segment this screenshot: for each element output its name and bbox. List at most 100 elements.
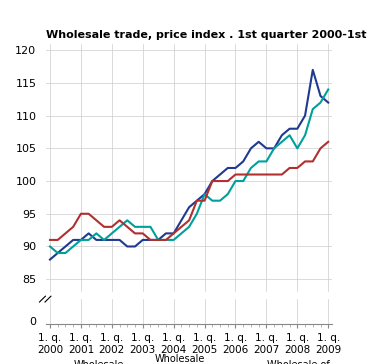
Line: Wholesale
trade, total: Wholesale trade, total <box>50 70 328 260</box>
Wholesale
of food, bever-
ages and tobacco <box>48 244 52 249</box>
Wholesale of
household goods <box>311 159 315 163</box>
Wholesale
trade, total <box>210 179 214 183</box>
Wholesale
trade, total <box>187 205 192 209</box>
Wholesale
of food, bever-
ages and tobacco <box>148 225 153 229</box>
Wholesale of
household goods <box>63 231 68 236</box>
Wholesale of
household goods <box>156 238 161 242</box>
Wholesale
of food, bever-
ages and tobacco <box>280 140 284 144</box>
Wholesale
trade, total <box>179 218 184 222</box>
Wholesale
of food, bever-
ages and tobacco <box>117 225 122 229</box>
Wholesale
of food, bever-
ages and tobacco <box>233 179 238 183</box>
Wholesale of
household goods <box>125 225 130 229</box>
Wholesale of
household goods <box>187 218 192 222</box>
Wholesale
trade, total <box>117 238 122 242</box>
Wholesale
of food, bever-
ages and tobacco <box>133 225 137 229</box>
Wholesale of
household goods <box>164 238 168 242</box>
Wholesale
of food, bever-
ages and tobacco <box>241 179 245 183</box>
Wholesale
of food, bever-
ages and tobacco <box>187 225 192 229</box>
Wholesale of
household goods <box>249 172 253 177</box>
Wholesale
of food, bever-
ages and tobacco <box>210 198 214 203</box>
Wholesale
of food, bever-
ages and tobacco <box>202 192 207 196</box>
Legend: Wholesale
trade, total, Wholesale
of food, bever-
ages and tobacco, Wholesale of: Wholesale trade, total, Wholesale of foo… <box>51 350 354 364</box>
Wholesale of
household goods <box>141 231 145 236</box>
Wholesale of
household goods <box>210 179 214 183</box>
Wholesale of
household goods <box>264 172 269 177</box>
Wholesale of
household goods <box>241 172 245 177</box>
Wholesale
trade, total <box>172 231 176 236</box>
Wholesale
of food, bever-
ages and tobacco <box>94 231 99 236</box>
Wholesale of
household goods <box>326 140 331 144</box>
Wholesale of
household goods <box>102 225 106 229</box>
Wholesale of
household goods <box>256 172 261 177</box>
Wholesale
trade, total <box>256 140 261 144</box>
Wholesale
trade, total <box>86 231 91 236</box>
Wholesale
trade, total <box>225 166 230 170</box>
Wholesale of
household goods <box>318 146 323 151</box>
Wholesale of
household goods <box>202 198 207 203</box>
Wholesale of
household goods <box>86 211 91 216</box>
Wholesale
of food, bever-
ages and tobacco <box>225 192 230 196</box>
Wholesale of
household goods <box>303 159 307 163</box>
Wholesale
trade, total <box>318 94 323 98</box>
Wholesale
of food, bever-
ages and tobacco <box>249 166 253 170</box>
Wholesale
of food, bever-
ages and tobacco <box>125 218 130 222</box>
Wholesale
of food, bever-
ages and tobacco <box>303 133 307 138</box>
Wholesale of
household goods <box>94 218 99 222</box>
Text: Wholesale trade, price index . 1st quarter 2000-1st quarter 2009: Wholesale trade, price index . 1st quart… <box>46 30 369 40</box>
Wholesale
trade, total <box>194 198 199 203</box>
Wholesale
trade, total <box>264 146 269 151</box>
Wholesale
trade, total <box>311 68 315 72</box>
Wholesale of
household goods <box>233 172 238 177</box>
Wholesale
trade, total <box>141 238 145 242</box>
Wholesale
of food, bever-
ages and tobacco <box>318 100 323 105</box>
Wholesale
trade, total <box>125 244 130 249</box>
Wholesale of
household goods <box>280 172 284 177</box>
Wholesale
of food, bever-
ages and tobacco <box>71 244 75 249</box>
Wholesale
trade, total <box>156 238 161 242</box>
Wholesale
of food, bever-
ages and tobacco <box>172 238 176 242</box>
Wholesale of
household goods <box>172 231 176 236</box>
Wholesale of
household goods <box>179 225 184 229</box>
Wholesale
trade, total <box>233 166 238 170</box>
Wholesale
of food, bever-
ages and tobacco <box>102 238 106 242</box>
Wholesale
of food, bever-
ages and tobacco <box>311 107 315 111</box>
Wholesale of
household goods <box>148 238 153 242</box>
Wholesale
of food, bever-
ages and tobacco <box>110 231 114 236</box>
Wholesale
trade, total <box>94 238 99 242</box>
Wholesale of
household goods <box>225 179 230 183</box>
Wholesale
of food, bever-
ages and tobacco <box>264 159 269 163</box>
Wholesale
trade, total <box>55 251 60 255</box>
Wholesale
trade, total <box>71 238 75 242</box>
Wholesale
of food, bever-
ages and tobacco <box>86 238 91 242</box>
Wholesale
trade, total <box>48 257 52 262</box>
Wholesale
of food, bever-
ages and tobacco <box>55 251 60 255</box>
Wholesale of
household goods <box>133 231 137 236</box>
Wholesale
trade, total <box>249 146 253 151</box>
Wholesale
of food, bever-
ages and tobacco <box>326 87 331 92</box>
Wholesale
trade, total <box>303 114 307 118</box>
Wholesale of
household goods <box>79 211 83 216</box>
Wholesale of
household goods <box>55 238 60 242</box>
Wholesale
trade, total <box>280 133 284 138</box>
Wholesale
of food, bever-
ages and tobacco <box>218 198 222 203</box>
Wholesale
of food, bever-
ages and tobacco <box>156 238 161 242</box>
Line: Wholesale
of food, bever-
ages and tobacco: Wholesale of food, bever- ages and tobac… <box>50 90 328 253</box>
Wholesale of
household goods <box>218 179 222 183</box>
Wholesale of
household goods <box>272 172 276 177</box>
Wholesale
trade, total <box>63 244 68 249</box>
Line: Wholesale of
household goods: Wholesale of household goods <box>50 142 328 240</box>
Wholesale of
household goods <box>194 198 199 203</box>
Wholesale of
household goods <box>287 166 292 170</box>
Wholesale
of food, bever-
ages and tobacco <box>287 133 292 138</box>
Wholesale of
household goods <box>110 225 114 229</box>
Wholesale of
household goods <box>71 225 75 229</box>
Wholesale
trade, total <box>164 231 168 236</box>
Wholesale of
household goods <box>117 218 122 222</box>
Wholesale
of food, bever-
ages and tobacco <box>63 251 68 255</box>
Wholesale
trade, total <box>148 238 153 242</box>
Wholesale
of food, bever-
ages and tobacco <box>141 225 145 229</box>
Wholesale
of food, bever-
ages and tobacco <box>164 238 168 242</box>
Wholesale
of food, bever-
ages and tobacco <box>179 231 184 236</box>
Wholesale
trade, total <box>133 244 137 249</box>
Wholesale
trade, total <box>202 192 207 196</box>
